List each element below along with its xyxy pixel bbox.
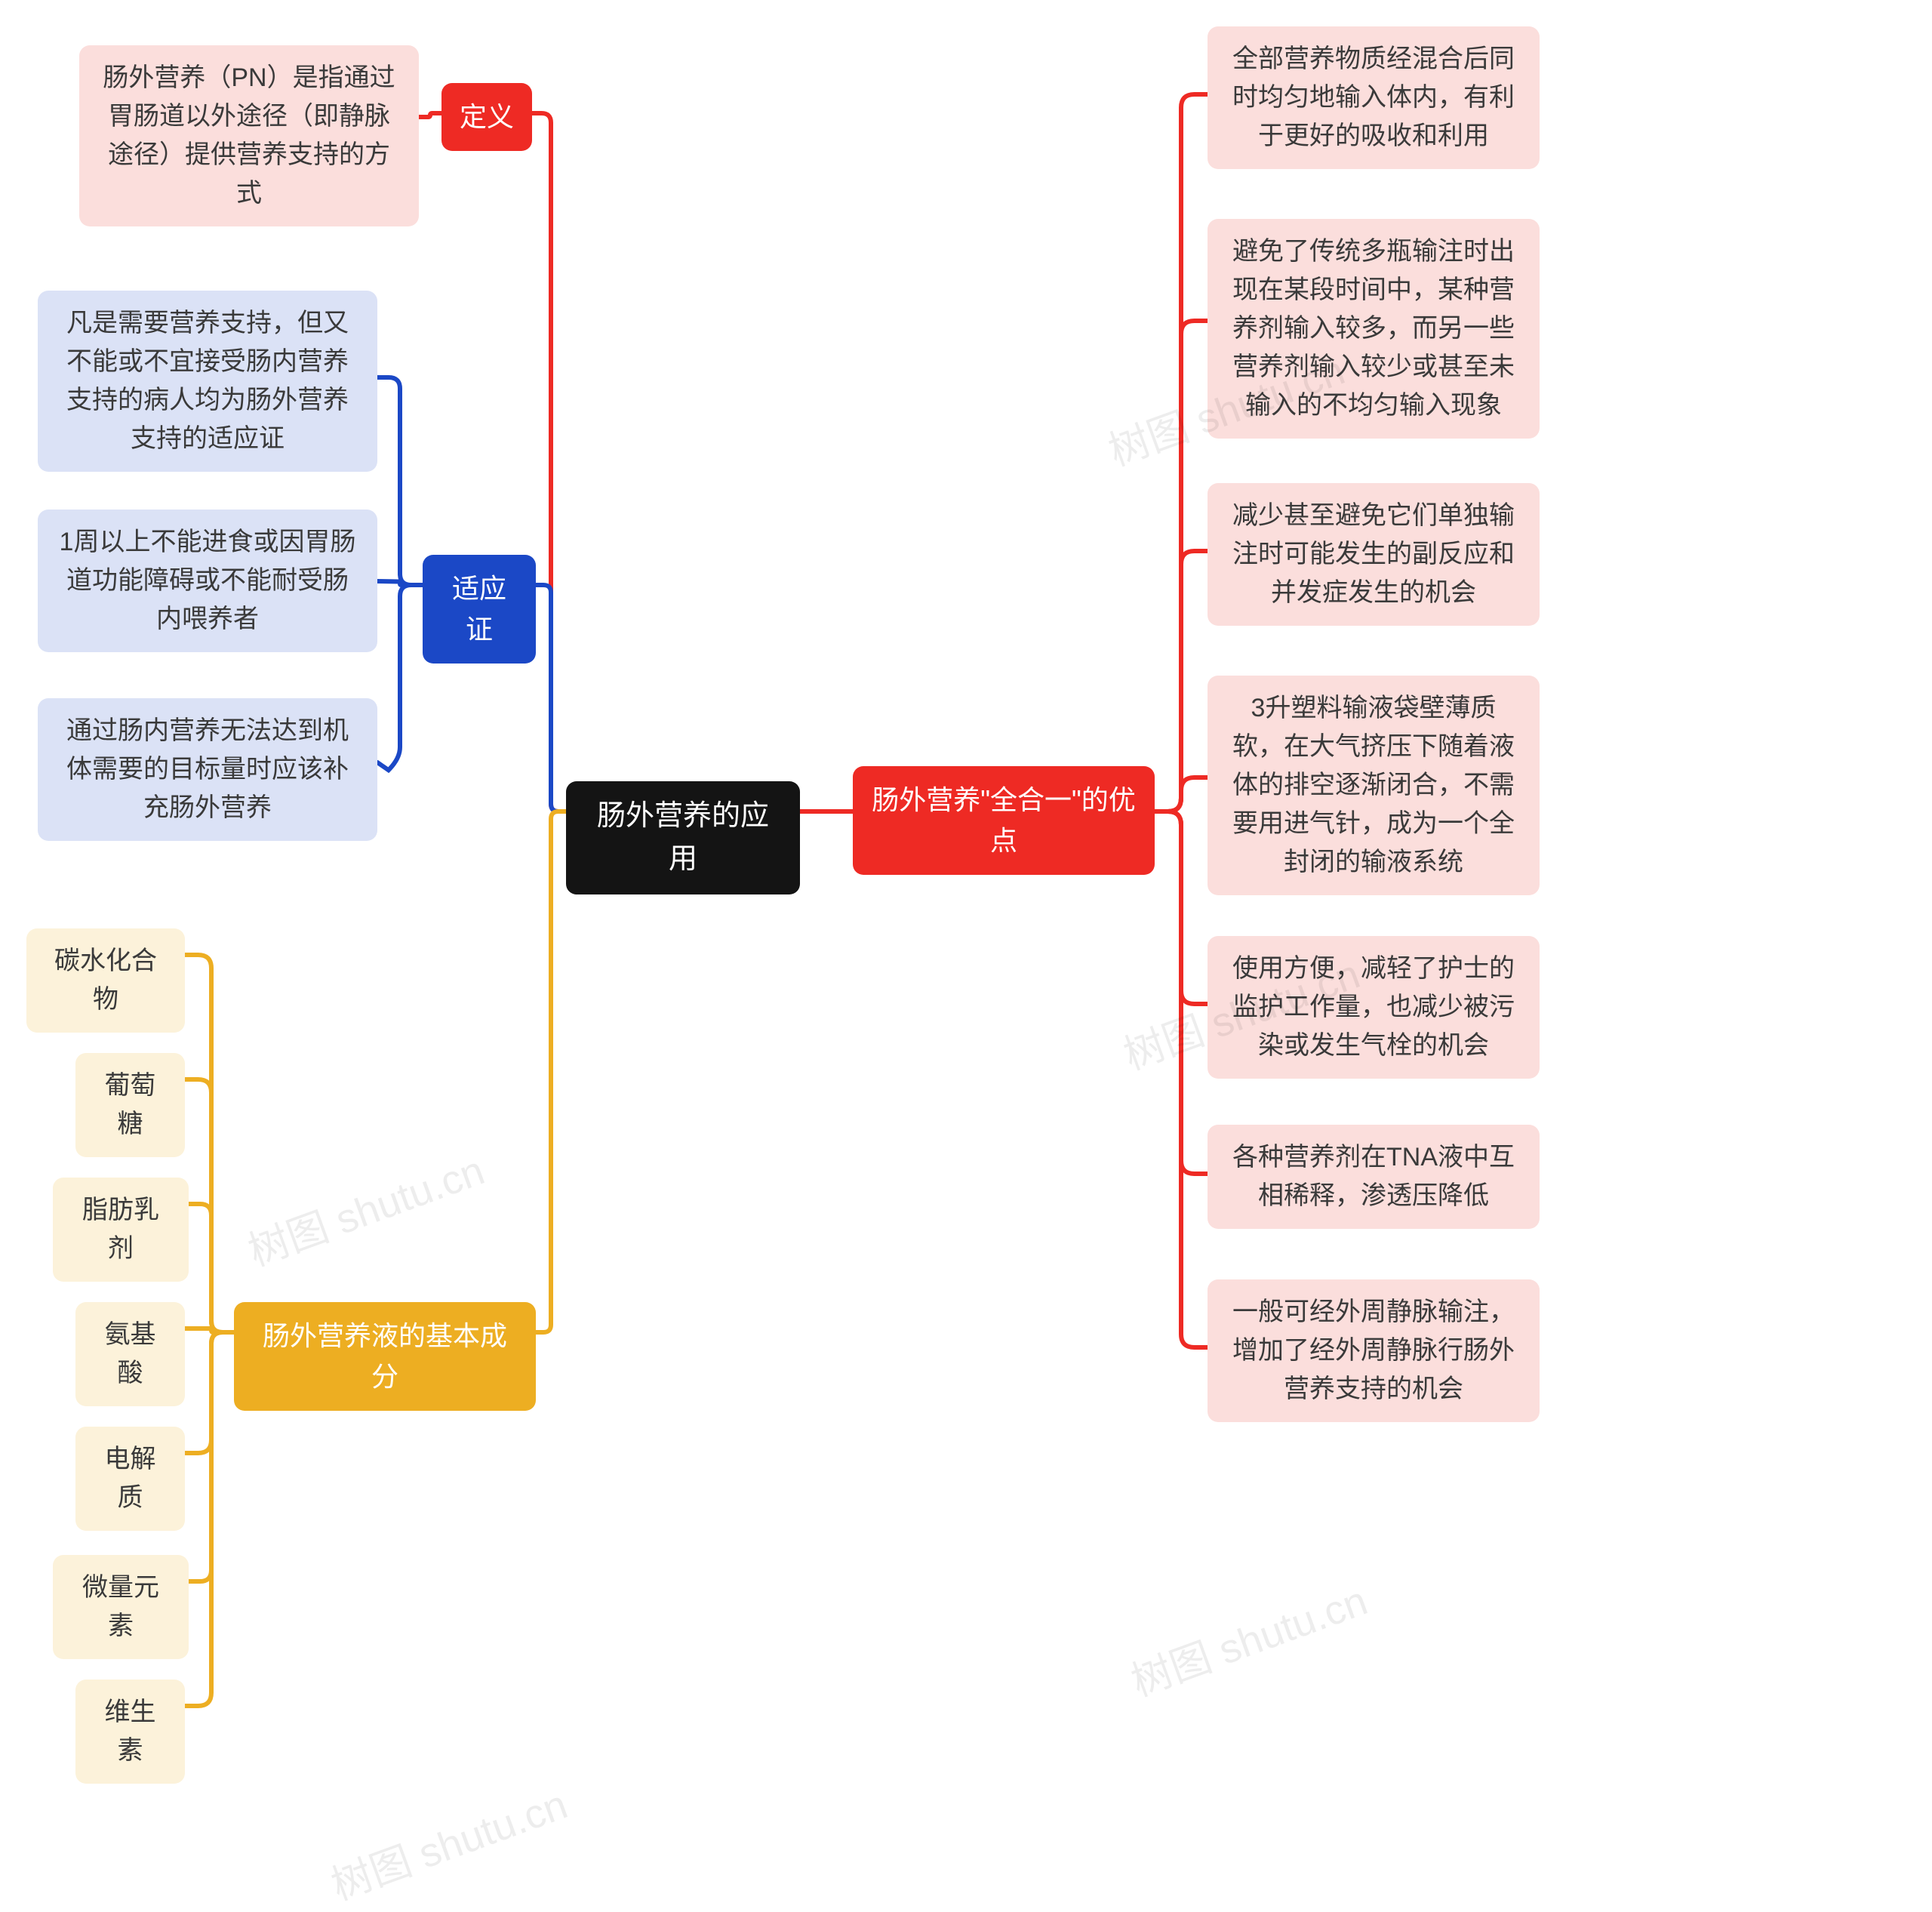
root-node: 肠外营养的应用 [566,781,800,894]
component-leaf-1: 碳水化合物 [26,928,185,1033]
branch-components: 肠外营养液的基本成分 [234,1302,536,1411]
advantage-leaf-7: 一般可经外周静脉输注，增加了经外周静脉行肠外营养支持的机会 [1208,1279,1540,1422]
connector [419,113,441,117]
connector [1155,94,1208,811]
component-leaf-2: 葡萄糖 [75,1053,185,1157]
connector [377,377,423,585]
connector [1155,811,1208,1347]
connector [185,1079,234,1332]
component-leaf-3: 脂肪乳剂 [53,1178,189,1282]
branch-advantages: 肠外营养"全合一"的优点 [853,766,1155,875]
advantage-leaf-5: 使用方便，减轻了护士的监护工作量，也减少被污染或发生气栓的机会 [1208,936,1540,1079]
indications-leaf-3: 通过肠内营养无法达到机体需要的目标量时应该补充肠外营养 [38,698,377,841]
component-leaf-6: 微量元素 [53,1555,189,1659]
advantage-leaf-2: 避免了传统多瓶输注时出现在某段时间中，某种营养剂输入较多，而另一些营养剂输入较少… [1208,219,1540,439]
advantage-leaf-1: 全部营养物质经混合后同时均匀地输入体内，有利于更好的吸收和利用 [1208,26,1540,169]
connector [536,585,566,811]
connector [185,1332,234,1453]
branch-indications: 适应证 [423,555,536,664]
connector [1155,811,1208,1174]
watermark: 树图 shutu.cn [1121,1567,1374,1707]
connector [189,1204,234,1332]
definition-leaf-1: 肠外营养（PN）是指通过胃肠道以外途径（即静脉途径）提供营养支持的方式 [79,45,419,226]
connector [377,581,423,585]
connector [532,113,566,811]
connector [185,1329,234,1332]
branch-definition: 定义 [441,83,532,151]
component-leaf-7: 维生素 [75,1680,185,1784]
component-leaf-4: 氨基酸 [75,1302,185,1406]
mindmap-canvas: 肠外营养的应用 定义 肠外营养（PN）是指通过胃肠道以外途径（即静脉途径）提供营… [0,0,1932,1891]
advantage-leaf-3: 减少甚至避免它们单独输注时可能发生的副反应和并发症发生的机会 [1208,483,1540,626]
advantage-leaf-4: 3升塑料输液袋壁薄质软，在大气挤压下随着液体的排空逐渐闭合，不需要用进气针，成为… [1208,676,1540,895]
connector [189,1332,234,1581]
connector-layer [0,0,1932,1891]
connector [1155,551,1208,811]
connector [377,585,423,770]
connector [1155,777,1208,811]
indications-leaf-2: 1周以上不能进食或因胃肠道功能障碍或不能耐受肠内喂养者 [38,510,377,652]
advantage-leaf-6: 各种营养剂在TNA液中互相稀释，渗透压降低 [1208,1125,1540,1229]
connector [185,1332,234,1706]
connector [1155,811,1208,1004]
indications-leaf-1: 凡是需要营养支持，但又不能或不宜接受肠内营养支持的病人均为肠外营养支持的适应证 [38,291,377,472]
watermark: 树图 shutu.cn [238,1137,491,1277]
connector [185,955,234,1332]
connector [536,811,566,1332]
connector [1155,321,1208,811]
component-leaf-5: 电解质 [75,1427,185,1531]
